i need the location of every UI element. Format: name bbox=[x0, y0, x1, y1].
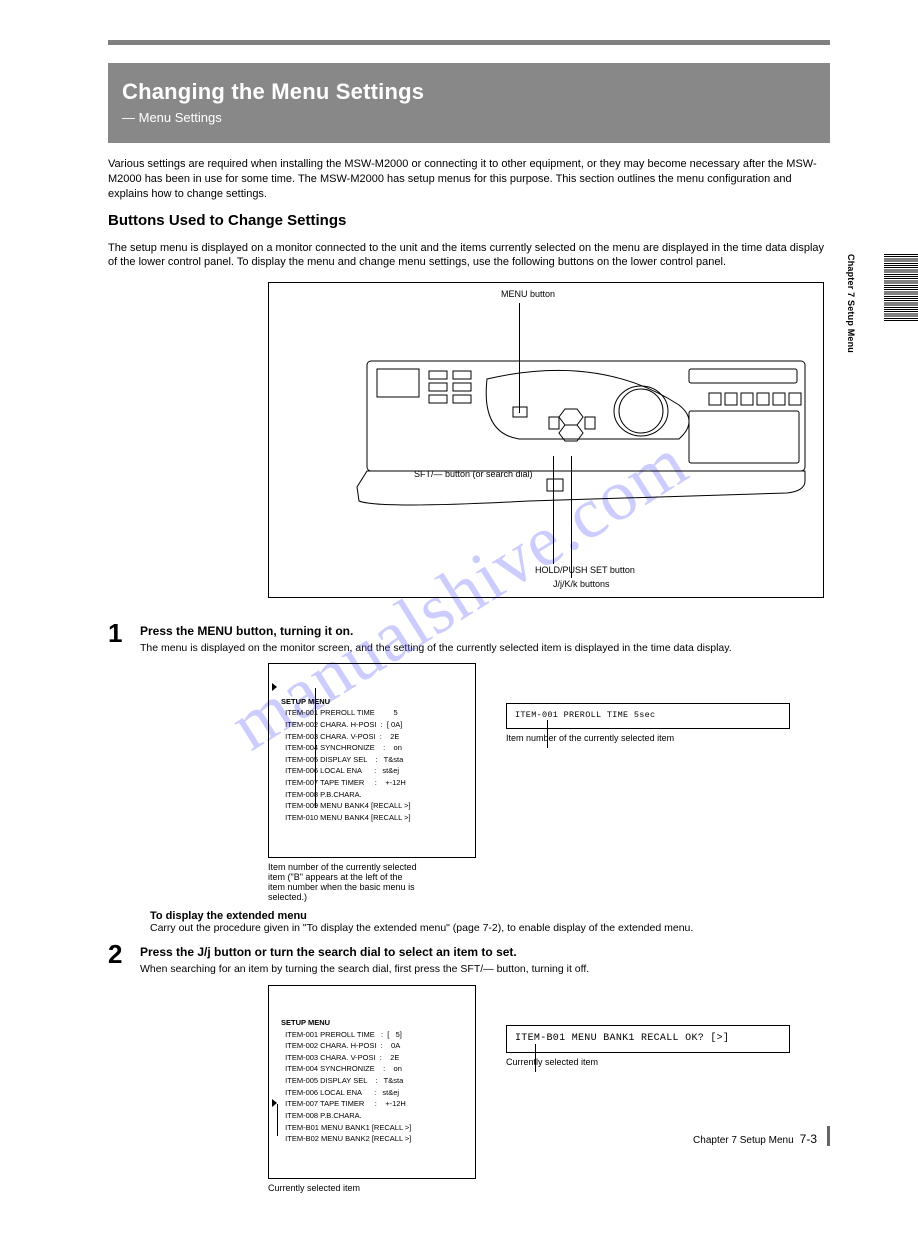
side-chapter-label: Chapter 7 Setup Menu bbox=[842, 254, 856, 353]
footer-page: 7-3 bbox=[800, 1132, 817, 1146]
page-footer: Chapter 7 Setup Menu 7-3 bbox=[693, 1126, 830, 1146]
step-number: 2 bbox=[108, 941, 140, 967]
lcd-1: ITEM-001 PREROLL TIME 5sec bbox=[506, 703, 790, 729]
step-2: 2 Press the J/j button or turn the searc… bbox=[108, 941, 830, 976]
menu1-annotation: Item number of the currently selected it… bbox=[268, 862, 476, 902]
section-body: The setup menu is displayed on a monitor… bbox=[108, 241, 830, 271]
lcd1-annotation: Item number of the currently selected it… bbox=[506, 733, 790, 743]
lcd2-annotation: Currently selected item bbox=[506, 1057, 790, 1067]
menu-screen-1: SETUP MENU ITEM-001 PREROLL TIME 5 ITEM-… bbox=[268, 663, 476, 857]
section-heading: Buttons Used to Change Settings bbox=[108, 212, 830, 229]
step-number: 1 bbox=[108, 620, 140, 646]
step-heading: Press the J/j button or turn the search … bbox=[140, 945, 517, 959]
lcd-2-wrap: ITEM-B01 MENU BANK1 RECALL OK? [>] Curre… bbox=[506, 985, 790, 1067]
intro-paragraph: Various settings are required when insta… bbox=[108, 157, 830, 202]
footer-chapter: Chapter 7 Setup Menu bbox=[693, 1135, 794, 1146]
lcd-1-wrap: ITEM-001 PREROLL TIME 5sec Item number o… bbox=[506, 663, 790, 743]
extended-menu-block: To display the extended menu Carry out t… bbox=[150, 910, 830, 936]
ext-heading: To display the extended menu bbox=[150, 910, 830, 922]
page: Changing the Menu Settings — Menu Settin… bbox=[0, 0, 918, 1241]
device-svg bbox=[269, 283, 825, 599]
page-title: Changing the Menu Settings bbox=[122, 79, 816, 105]
footer-rule bbox=[827, 1126, 830, 1146]
ext-body: Carry out the procedure given in "To dis… bbox=[150, 922, 830, 936]
step-body: When searching for an item by turning th… bbox=[140, 963, 589, 975]
device-diagram: MENU button SFT/— button (or search dial… bbox=[268, 282, 824, 598]
top-divider bbox=[108, 40, 830, 45]
step1-figures: SETUP MENU ITEM-001 PREROLL TIME 5 ITEM-… bbox=[268, 663, 830, 901]
step-body: The menu is displayed on the monitor scr… bbox=[140, 642, 732, 654]
menu2-annotation: Currently selected item bbox=[268, 1183, 476, 1193]
menu-screen-2: SETUP MENU ITEM-001 PREROLL TIME : [ 5] … bbox=[268, 985, 476, 1179]
step-1: 1 Press the MENU button, turning it on. … bbox=[108, 620, 830, 655]
thumb-tab bbox=[884, 253, 918, 321]
page-subtitle: — Menu Settings bbox=[122, 110, 816, 125]
step-heading: Press the MENU button, turning it on. bbox=[140, 624, 353, 638]
step2-figures: SETUP MENU ITEM-001 PREROLL TIME : [ 5] … bbox=[268, 985, 830, 1193]
lcd-2: ITEM-B01 MENU BANK1 RECALL OK? [>] bbox=[506, 1025, 790, 1053]
title-band: Changing the Menu Settings — Menu Settin… bbox=[108, 63, 830, 143]
